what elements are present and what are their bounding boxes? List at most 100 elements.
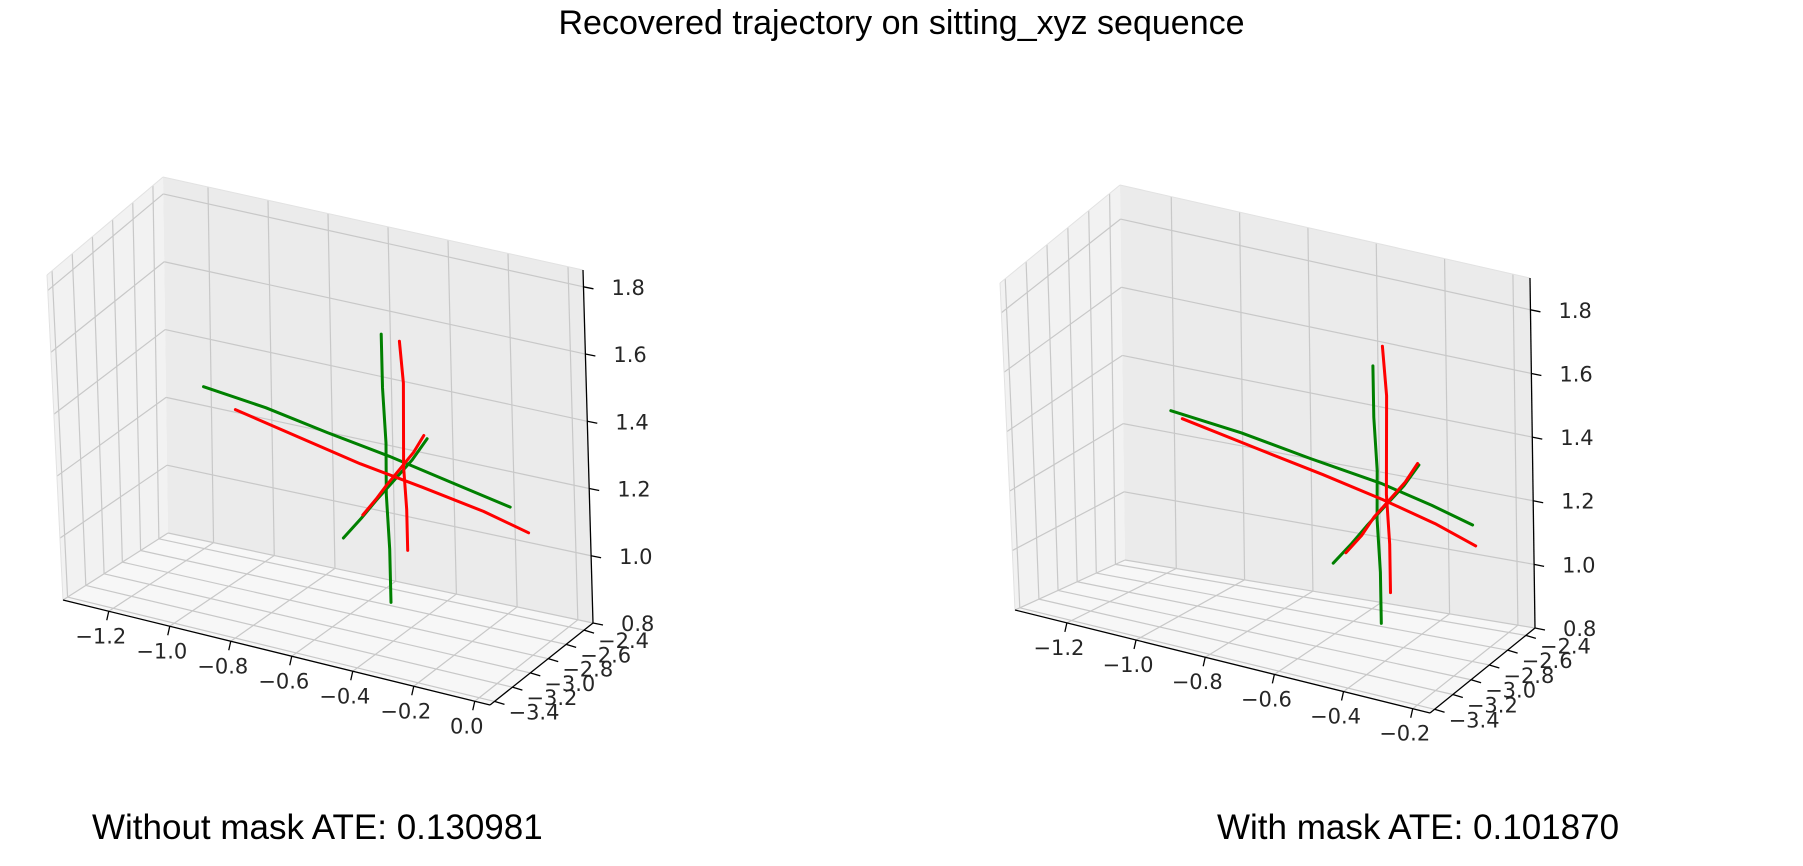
z-tick-label: 0.8 <box>1563 617 1596 641</box>
x-tick-mark <box>1410 708 1414 718</box>
estimated-trajectory <box>1180 417 1478 548</box>
y-tick-label: −2.8 <box>562 658 613 682</box>
z-tick-label: 1.0 <box>619 545 652 569</box>
z-tick-mark <box>1531 372 1542 377</box>
grid-line <box>1000 218 1121 314</box>
z-axis-line <box>1529 277 1536 629</box>
grid-line <box>1088 210 1097 574</box>
grid-line <box>158 538 585 631</box>
y-tick-mark <box>1525 634 1537 640</box>
grid-line <box>1375 243 1382 603</box>
x-tick-mark <box>228 641 232 651</box>
y-tick-mark <box>494 700 505 706</box>
grid-line <box>1204 590 1314 658</box>
grid-line <box>103 573 531 674</box>
x-tick-mark <box>1064 622 1068 633</box>
z-tick-label: 1.8 <box>611 276 644 300</box>
y-tick-label: −3.4 <box>508 700 559 724</box>
grid-line <box>167 532 594 624</box>
pane-edge <box>999 282 1016 611</box>
grid-line <box>1170 196 1177 569</box>
x-tick-label: −1.0 <box>1103 653 1154 677</box>
x-tick-mark <box>167 626 171 636</box>
y-tick-mark <box>512 686 523 691</box>
grid-line <box>1009 423 1124 492</box>
grid-line <box>62 532 169 601</box>
ground-truth-trajectory <box>379 332 393 604</box>
grid-line <box>85 584 513 688</box>
plot-left: −1.2−1.0−0.8−0.6−0.4−0.20.0−3.4−3.2−3.0−… <box>46 176 654 738</box>
grid-line <box>163 193 584 288</box>
grid-line <box>1238 212 1246 580</box>
y-tick-mark <box>565 643 577 649</box>
x-tick-label: −0.4 <box>319 684 370 708</box>
z-tick-mark <box>1534 627 1546 631</box>
grid-line <box>1115 563 1526 636</box>
x-tick-label: −0.6 <box>258 669 309 693</box>
pane-edge <box>46 176 164 276</box>
pane-edge <box>46 274 64 601</box>
y-tick-mark <box>1507 649 1518 654</box>
ground-truth-trajectory <box>341 437 429 540</box>
z-tick-label: 1.2 <box>1561 490 1594 514</box>
z-tick-label: 1.0 <box>1562 553 1595 577</box>
y-tick-label: −2.6 <box>1522 649 1573 673</box>
z-tick-label: 0.8 <box>621 612 654 636</box>
z-tick-label: 1.4 <box>615 410 648 434</box>
grid-line <box>67 596 495 703</box>
pane-edge <box>999 184 1121 284</box>
grid-line <box>1443 258 1451 614</box>
x-tick-label: 0.0 <box>450 714 483 738</box>
x-axis-line <box>1014 609 1431 714</box>
grid-line <box>1057 589 1472 681</box>
grid-line <box>71 253 87 586</box>
y-axis-line <box>489 622 594 706</box>
pane-left <box>1000 185 1125 610</box>
grid-line <box>413 606 518 687</box>
z-tick-mark <box>1533 563 1545 568</box>
grid-line <box>152 185 160 539</box>
grid-line <box>59 464 168 539</box>
x-tick-mark <box>411 686 415 696</box>
grid-line <box>1011 491 1125 552</box>
x-tick-label: −0.2 <box>380 699 431 723</box>
x-tick-label: −1.2 <box>75 624 126 648</box>
x-tick-mark <box>106 611 110 621</box>
grid-line <box>53 329 166 415</box>
grid-line <box>1014 559 1126 611</box>
z-tick-mark <box>583 286 594 290</box>
x-axis-line <box>62 599 491 706</box>
grid-line <box>1077 581 1490 666</box>
z-tick-mark <box>1530 309 1541 313</box>
y-tick-mark <box>1470 679 1482 684</box>
grid-line <box>51 270 69 598</box>
y-tick-label: −2.8 <box>1503 664 1554 688</box>
grid-line <box>1038 598 1453 696</box>
grid-line <box>1004 278 1021 608</box>
grid-line <box>1512 274 1519 626</box>
z-tick-mark <box>592 622 604 626</box>
estimated-trajectory <box>397 339 410 552</box>
grid-line <box>507 253 518 607</box>
grid-line <box>166 464 592 557</box>
z-tick-mark <box>590 555 602 559</box>
y-axis-line <box>1429 627 1536 714</box>
grid-line <box>207 186 215 543</box>
grid-line <box>447 240 457 595</box>
grid-line <box>50 261 165 353</box>
x-tick-mark <box>1202 657 1206 667</box>
grid-line <box>1123 423 1534 502</box>
z-tick-label: 1.2 <box>617 478 650 502</box>
y-tick-mark <box>1434 708 1445 713</box>
plot-right: −1.2 −1.0 −0.8 −0.6 −0.4 −0.2 −3.4−3.2−3.0−2.8… <box>999 184 1596 746</box>
grid-line <box>1121 286 1532 375</box>
y-tick-label: −3.0 <box>544 672 595 696</box>
pane-edge <box>162 176 584 271</box>
grid-line <box>1120 218 1531 311</box>
x-tick-label: −0.6 <box>1241 687 1292 711</box>
grid-line <box>1003 286 1122 373</box>
x-tick-label: −0.4 <box>1310 705 1361 729</box>
y-tick-mark <box>1452 693 1464 699</box>
grid-line <box>327 213 336 569</box>
caption-without-mask: Without mask ATE: 0.130981 <box>92 808 543 847</box>
